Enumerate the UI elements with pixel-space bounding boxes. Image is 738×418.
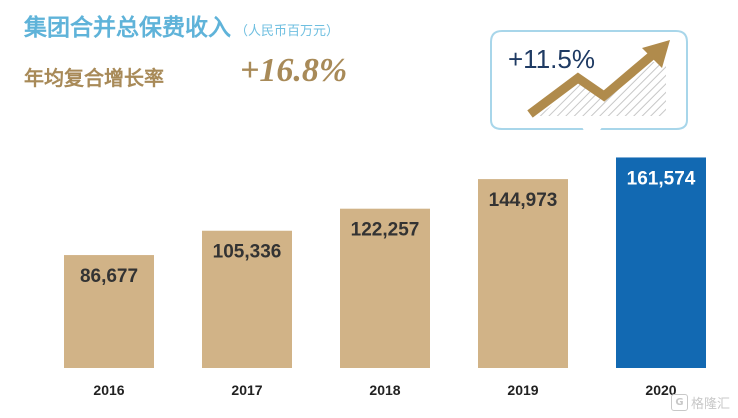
x-tick-2016: 2016 <box>93 382 124 398</box>
data-label-2019: 144,973 <box>489 190 558 211</box>
bar-2019 <box>478 179 568 368</box>
x-tick-2018: 2018 <box>369 382 400 398</box>
g-logo-icon: G <box>670 394 688 411</box>
x-tick-2019: 2019 <box>507 382 538 398</box>
bar-2016 <box>64 255 154 368</box>
x-tick-2020: 2020 <box>645 382 676 398</box>
bar-2018 <box>340 208 430 368</box>
cagr-label: 年均复合增长率 <box>24 66 164 90</box>
x-tick-2017: 2017 <box>231 382 262 398</box>
watermark-text: 格隆汇 <box>690 397 730 412</box>
data-label-2020: 161,574 <box>627 168 696 189</box>
data-label-2017: 105,336 <box>213 242 282 263</box>
callout-value: +11.5% <box>508 44 595 74</box>
chart-title-text: 集团合并总保费收入 <box>24 15 231 41</box>
cagr-value: +16.8% <box>240 52 348 89</box>
bars-group: 86,677 2016 105,336 2017 122,257 2018 144,973 2… <box>64 157 706 398</box>
bar-2017 <box>202 230 292 368</box>
unit-note: （人民币百万元） <box>235 24 340 39</box>
bar-2020 <box>616 157 706 368</box>
growth-callout <box>490 30 688 130</box>
data-label-2016: 86,677 <box>80 266 138 287</box>
data-label-2018: 122,257 <box>351 220 420 241</box>
watermark: G 格隆汇 <box>670 393 730 412</box>
trend-up-arrow-icon <box>527 40 670 118</box>
chart-title: 集团合并总保费收入 （人民币百万元） <box>24 8 339 42</box>
